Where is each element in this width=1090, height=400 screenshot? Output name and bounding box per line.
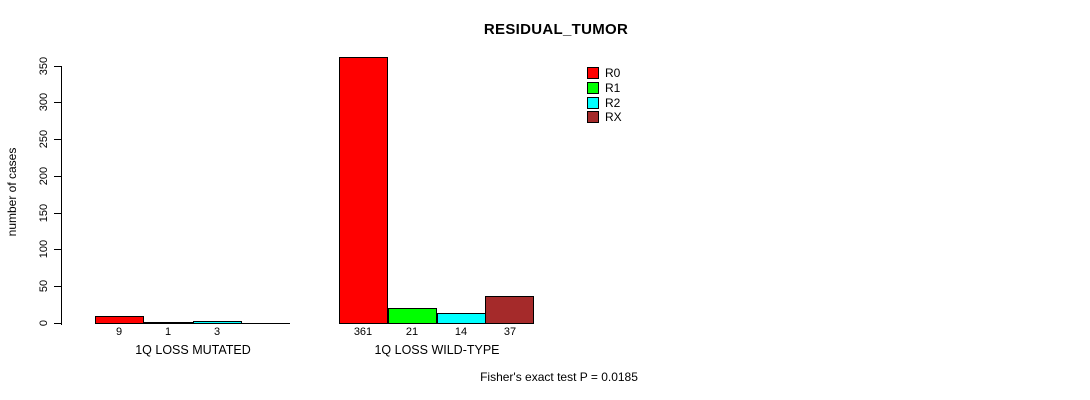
y-tick-mark bbox=[54, 66, 61, 67]
y-tick-label: 0 bbox=[38, 319, 50, 327]
bar-r1-1 bbox=[144, 322, 193, 324]
bar-value-label: 361 bbox=[353, 326, 373, 338]
y-tick-mark bbox=[54, 176, 61, 177]
legend-label: RX bbox=[605, 110, 622, 125]
y-tick-label: 150 bbox=[38, 203, 50, 223]
bar-value-label: 9 bbox=[115, 326, 123, 338]
y-tick-mark bbox=[54, 102, 61, 103]
annotation-text: Fisher's exact test P = 0.0185 bbox=[480, 370, 638, 384]
bar-rx-2 bbox=[485, 296, 534, 324]
y-tick-label: 50 bbox=[38, 279, 50, 293]
category-label: 1Q LOSS WILD-TYPE bbox=[374, 343, 500, 357]
bar-value-label: 37 bbox=[503, 326, 517, 338]
legend-swatch-r0-icon bbox=[587, 67, 599, 80]
bar-r2-2 bbox=[437, 313, 486, 324]
category-label: 1Q LOSS MUTATED bbox=[135, 343, 251, 357]
legend-swatch-r2-icon bbox=[587, 96, 599, 109]
bar-value-label: 1 bbox=[164, 326, 172, 338]
y-tick-mark bbox=[54, 323, 61, 324]
bar-value-label: 21 bbox=[405, 326, 419, 338]
y-tick-label: 200 bbox=[38, 166, 50, 186]
bar-r0-1 bbox=[95, 316, 144, 324]
y-tick-label: 300 bbox=[38, 92, 50, 112]
legend-label: R2 bbox=[605, 95, 621, 110]
legend-label: R0 bbox=[605, 66, 621, 81]
y-tick-mark bbox=[54, 139, 61, 140]
legend-entry-r0: R0 bbox=[587, 66, 622, 81]
bar-r1-2 bbox=[388, 308, 437, 324]
legend-entry-rx: RX bbox=[587, 110, 622, 125]
legend-entry-r1: R1 bbox=[587, 81, 622, 96]
legend-swatch-rx-icon bbox=[587, 111, 599, 124]
bar-r0-2 bbox=[339, 57, 388, 324]
y-tick-mark bbox=[54, 213, 61, 214]
y-tick-label: 100 bbox=[38, 239, 50, 259]
legend-label: R1 bbox=[605, 81, 621, 96]
chart-title: RESIDUAL_TUMOR bbox=[483, 21, 629, 38]
bar-r2-1 bbox=[193, 321, 242, 324]
bar-value-label: 3 bbox=[213, 326, 221, 338]
y-axis-line bbox=[61, 66, 62, 325]
y-tick-label: 250 bbox=[38, 129, 50, 149]
legend-entry-r2: R2 bbox=[587, 95, 622, 110]
y-axis-label: number of cases bbox=[5, 147, 19, 237]
bar-value-label: 14 bbox=[454, 326, 468, 338]
y-tick-label: 350 bbox=[38, 56, 50, 76]
legend: R0 R1 R2 RX bbox=[587, 66, 622, 125]
legend-swatch-r1-icon bbox=[587, 82, 599, 95]
y-tick-mark bbox=[54, 286, 61, 287]
y-tick-mark bbox=[54, 249, 61, 250]
